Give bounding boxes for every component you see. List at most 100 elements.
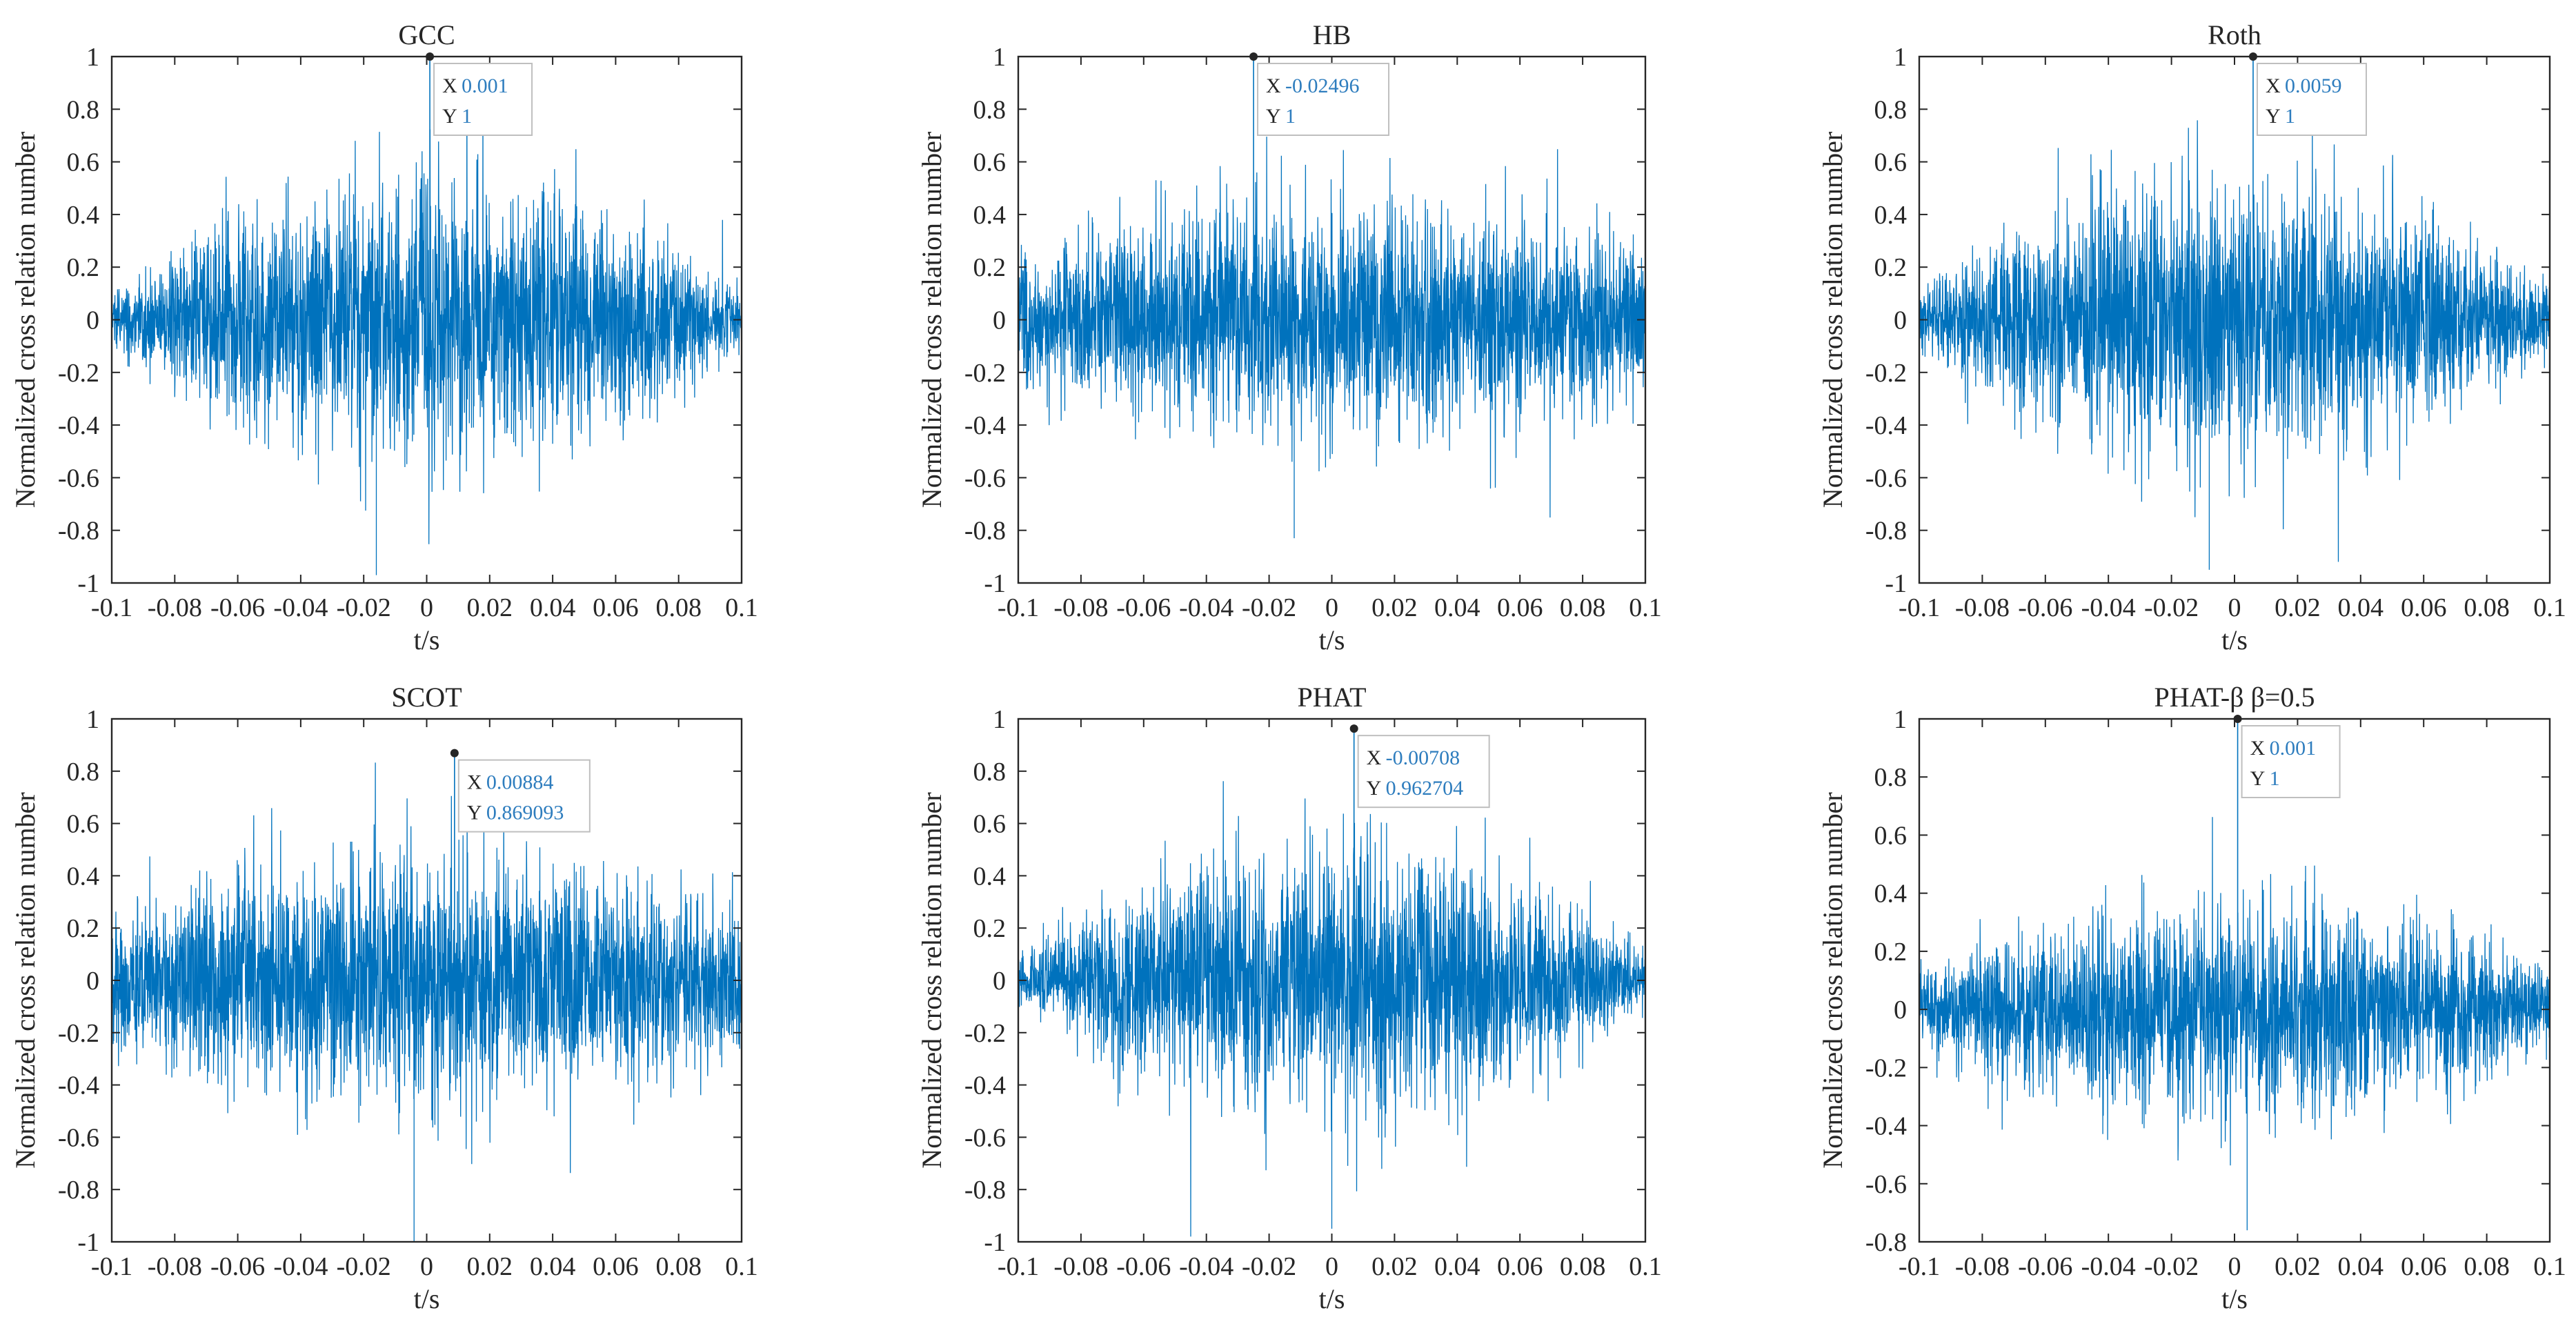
x-tick-label: 0.02: [1371, 593, 1418, 622]
datatip-y-key: Y: [442, 105, 457, 128]
y-tick-label: 1: [993, 705, 1006, 734]
x-tick-label: -0.04: [273, 1252, 328, 1281]
y-axis-label: Normalized cross relation number: [916, 132, 947, 508]
datatip-x-value: -0.00708: [1386, 746, 1460, 769]
y-axis-label: Normalized cross relation number: [10, 132, 41, 508]
y-tick-label: 0.2: [1874, 253, 1908, 282]
datatip-x-key: X: [1367, 746, 1382, 769]
datatip-y-key: Y: [1367, 777, 1382, 800]
x-tick-label: 0.04: [2338, 1252, 2384, 1281]
chart-title: Roth: [2208, 19, 2261, 50]
datatip-marker[interactable]: [426, 52, 435, 61]
y-tick-label: -0.8: [1865, 517, 1907, 546]
y-tick-label: -0.6: [58, 464, 99, 493]
x-tick-label: 0.06: [593, 1252, 639, 1281]
y-tick-label: 0.2: [973, 914, 1007, 943]
x-tick-label: -0.04: [1179, 1252, 1233, 1281]
x-tick-label: -0.04: [273, 593, 328, 622]
y-tick-label: 0.4: [1874, 201, 1908, 230]
x-tick-label: -0.06: [210, 1252, 265, 1281]
datatip-y-value: 0.962704: [1386, 777, 1464, 800]
datatip-marker[interactable]: [1249, 52, 1258, 61]
x-tick-label: -0.08: [1955, 593, 2010, 622]
signal-trace: [112, 75, 742, 575]
y-tick-label: 1: [86, 705, 99, 734]
x-tick-label: 0.04: [530, 593, 576, 622]
signal-trace: [1018, 781, 1645, 1237]
datatip-marker[interactable]: [450, 749, 459, 758]
datatip-box: [1357, 735, 1490, 809]
y-axis-label: Normalized cross relation number: [1817, 132, 1848, 508]
datatip-x-key: X: [467, 771, 482, 794]
x-tick-label: 0: [420, 593, 433, 622]
chart-title: PHAT-β β=0.5: [2154, 682, 2315, 713]
datatip-x-value: 0.0059: [2285, 75, 2342, 97]
x-tick-label: 0.06: [2401, 1252, 2447, 1281]
y-tick-label: -0.8: [964, 1176, 1006, 1205]
y-tick-label: 0: [1894, 996, 1907, 1025]
y-tick-label: -0.4: [1865, 1112, 1907, 1141]
x-tick-label: -0.06: [1116, 593, 1171, 622]
datatip-x-key: X: [2266, 75, 2281, 97]
datatip-x-key: X: [2250, 737, 2266, 760]
x-tick-label: 0: [2228, 593, 2241, 622]
x-axis-label: t/s: [2221, 624, 2248, 655]
x-tick-label: 0.02: [467, 1252, 513, 1281]
signal-trace: [112, 762, 742, 1242]
chart-title: SCOT: [391, 682, 462, 713]
x-tick-label: -0.1: [1899, 593, 1940, 622]
x-tick-label: -0.1: [1899, 1252, 1940, 1281]
y-tick-label: -0.2: [964, 359, 1006, 388]
y-tick-label: 0.2: [973, 253, 1007, 282]
x-tick-label: -0.1: [998, 1252, 1039, 1281]
y-axis-label: Normalized cross relation number: [916, 792, 947, 1168]
y-tick-label: 0.6: [1874, 821, 1908, 850]
x-tick-label: -0.1: [91, 593, 132, 622]
x-tick-label: -0.06: [2018, 593, 2072, 622]
y-tick-label: -1: [77, 1228, 99, 1257]
y-tick-label: -0.8: [1865, 1228, 1907, 1257]
x-tick-label: -0.06: [1116, 1252, 1171, 1281]
datatip-marker[interactable]: [1349, 724, 1358, 733]
chart-title: PHAT: [1297, 682, 1366, 713]
x-tick-label: 0.1: [1629, 1252, 1662, 1281]
datatip-marker[interactable]: [2248, 52, 2257, 61]
x-axis-label: t/s: [414, 624, 440, 655]
x-axis-label: t/s: [1319, 1283, 1345, 1314]
y-tick-label: -0.6: [1865, 1170, 1907, 1199]
chart-title: HB: [1313, 19, 1351, 50]
subplot-4: -0.1 -0.08 -0.06 -0.04 -0.02 0 0.02 0.04 0.06 0.0…: [10, 682, 758, 1314]
x-tick-label: -0.08: [1053, 593, 1108, 622]
y-tick-label: -0.6: [964, 464, 1006, 493]
x-tick-label: 0: [2228, 1252, 2241, 1281]
x-tick-label: -0.02: [337, 1252, 391, 1281]
y-tick-label: -0.6: [964, 1123, 1006, 1152]
y-tick-label: 0: [86, 306, 99, 335]
x-tick-label: -0.04: [2081, 1252, 2136, 1281]
x-tick-label: -0.06: [2018, 1252, 2072, 1281]
x-tick-label: 0: [1325, 593, 1338, 622]
y-tick-label: -0.4: [58, 411, 99, 440]
datatip-y-value: 1: [2285, 105, 2295, 128]
x-tick-label: 0.04: [530, 1252, 576, 1281]
x-tick-label: -0.02: [2144, 1252, 2199, 1281]
y-tick-label: 0.4: [67, 862, 100, 891]
subplot-5: -0.1 -0.08 -0.06 -0.04 -0.02 0 0.02 0.04 0.06 0.0…: [916, 682, 1662, 1314]
y-tick-label: -1: [984, 1228, 1006, 1257]
y-tick-label: 0.8: [1874, 763, 1908, 792]
x-tick-label: -0.02: [1242, 1252, 1296, 1281]
x-tick-label: 0.1: [725, 593, 758, 622]
datatip-x-value: -0.02496: [1285, 75, 1360, 97]
y-tick-label: -0.4: [58, 1071, 99, 1100]
x-tick-label: 0.08: [2464, 1252, 2510, 1281]
x-tick-label: 0.02: [2275, 1252, 2321, 1281]
x-tick-label: -0.08: [1053, 1252, 1108, 1281]
datatip-marker[interactable]: [2233, 715, 2242, 723]
datatip-x-key: X: [1266, 75, 1281, 97]
